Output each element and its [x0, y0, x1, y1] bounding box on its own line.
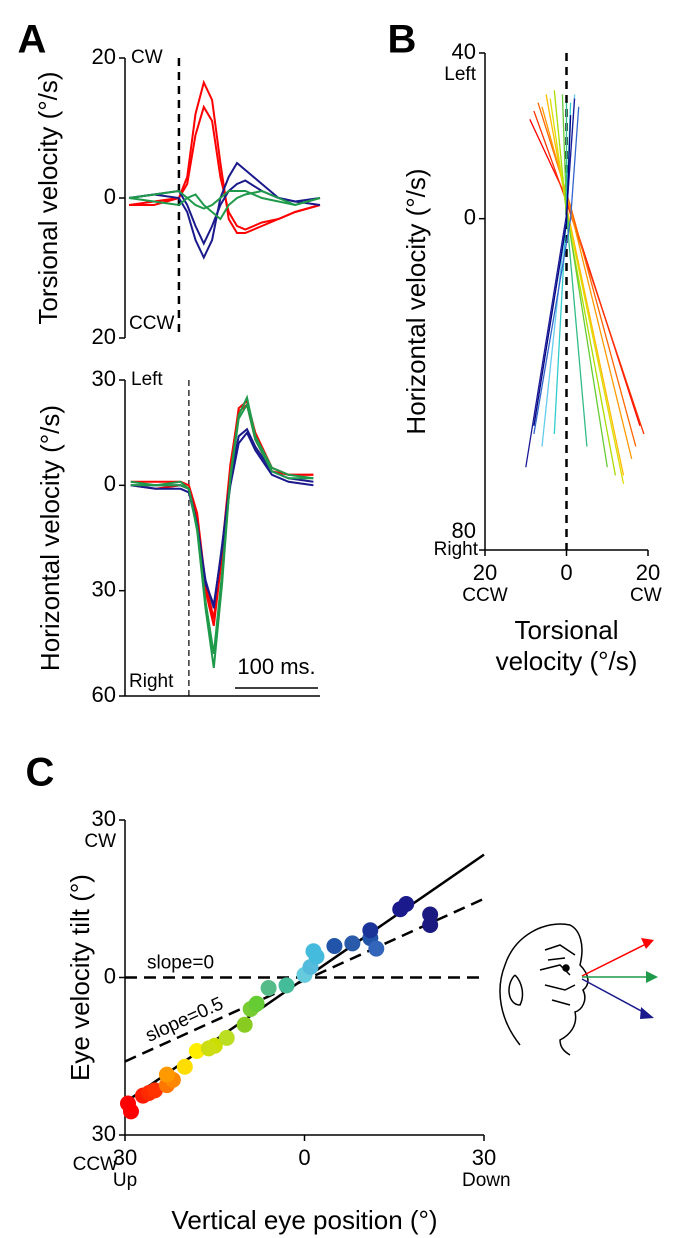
scale-bar-label: 100 ms.	[237, 654, 315, 679]
point	[218, 1029, 235, 1046]
point	[398, 896, 415, 912]
y-tick-label: 80	[452, 518, 476, 543]
y-axis-title: Eye velocity tilt (°)	[65, 874, 95, 1081]
y-tick-label: 20	[92, 324, 116, 349]
trace	[533, 115, 572, 426]
y-top-label: Left	[444, 64, 476, 85]
line-label: slope=0	[147, 953, 214, 974]
y-bottom-label: Right	[129, 671, 174, 692]
point	[176, 1058, 193, 1075]
point	[305, 943, 322, 960]
y-tick-label: 0	[464, 204, 476, 229]
x-axis-title: velocity (°/s)	[496, 646, 638, 676]
y-axis-title: Horizontal velocity (°/s)	[401, 168, 431, 434]
x-tick-label: 20	[636, 560, 660, 585]
y-tick-label: 30	[92, 806, 116, 831]
point	[362, 922, 379, 939]
y-bottom-label: CCW	[129, 313, 174, 334]
x-left-label: CCW	[462, 585, 507, 606]
point	[158, 1066, 175, 1083]
point	[119, 1095, 136, 1112]
y-tick-label: 20	[92, 44, 116, 69]
point	[248, 995, 265, 1012]
y-tick-label: 0	[104, 963, 116, 988]
y-tick-label: 0	[104, 471, 116, 496]
y-tick-label: 30	[92, 1121, 116, 1146]
monkey-icon	[499, 923, 589, 1056]
point	[188, 1043, 205, 1059]
point	[344, 935, 361, 952]
point	[260, 980, 277, 996]
trace	[129, 79, 321, 234]
x-right-label: Down	[462, 1170, 511, 1191]
trace	[533, 106, 580, 435]
trace	[130, 401, 314, 655]
point	[146, 1082, 163, 1099]
point	[422, 917, 439, 933]
x-tick-label: 30	[113, 1145, 137, 1170]
point	[236, 1016, 253, 1033]
point	[326, 938, 343, 954]
point	[278, 977, 295, 994]
panel-label: A	[18, 18, 47, 62]
x-tick-label: 30	[472, 1145, 496, 1170]
y-tick-label: 30	[92, 366, 116, 391]
y-bottom-label: CCW	[73, 1154, 118, 1175]
y-bottom-label: Right	[434, 539, 479, 560]
trace	[537, 102, 637, 447]
trace	[128, 189, 321, 221]
trace	[130, 394, 314, 669]
y-tick-label: 60	[92, 682, 116, 707]
trace	[529, 119, 641, 426]
y-tick-label: 0	[104, 184, 116, 209]
x-left-label: Up	[113, 1170, 137, 1191]
y-axis-title: Horizontal velocity (°/s)	[35, 405, 65, 671]
y-top-label: Left	[131, 369, 163, 390]
x-tick-label: 20	[473, 560, 497, 585]
point	[368, 940, 385, 957]
x-tick-label: 0	[560, 560, 572, 585]
y-tick-label: 40	[452, 39, 476, 64]
y-top-label: CW	[131, 47, 163, 68]
y-axis-title: Torsional velocity (°/s)	[33, 71, 63, 324]
panel-label: C	[26, 751, 55, 795]
y-top-label: CW	[84, 831, 116, 852]
panel-label: B	[388, 18, 417, 62]
y-tick-label: 30	[92, 576, 116, 601]
x-tick-label: 0	[298, 1145, 310, 1170]
trace	[128, 189, 321, 210]
x-axis-title: Torsional	[514, 615, 618, 645]
point	[200, 1040, 217, 1057]
x-right-label: CW	[630, 585, 662, 606]
direction-arrows	[581, 938, 658, 1019]
x-axis-title: Vertical eye position (°)	[171, 1205, 437, 1235]
